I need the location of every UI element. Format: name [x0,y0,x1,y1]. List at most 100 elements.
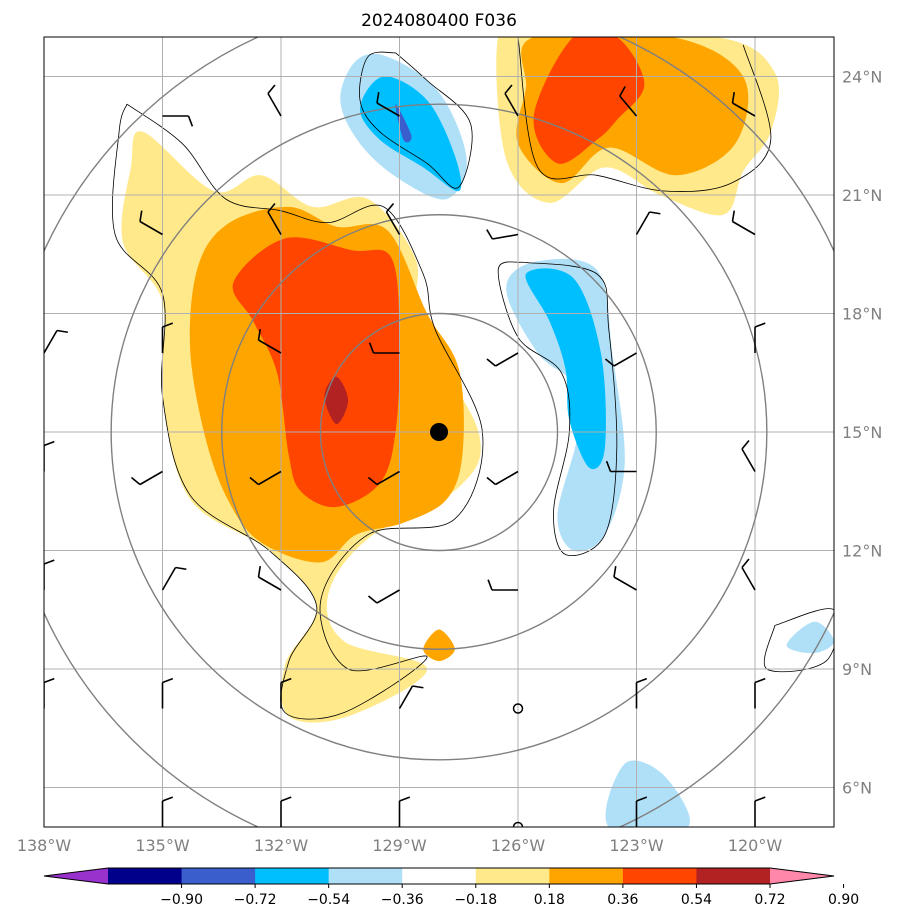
wind-barb-flag [636,677,648,684]
wind-barb-shaft [398,685,414,709]
wind-barb-flag [731,210,736,222]
wind-barb-flag [412,685,424,689]
wind-barb-flag [139,210,143,222]
wind-barb [398,685,424,709]
colorbar-tick-label: 0.72 [754,892,785,908]
wind-barb [731,210,756,236]
contour-fill-positive-northeast-blob [533,37,645,164]
wind-barb-flag [257,566,262,578]
wind-barb [367,589,400,604]
plot-frame [43,36,835,828]
wind-barb-shaft [635,211,651,235]
wind-barb [280,677,292,709]
wind-barb [741,439,756,472]
x-axis-ticks: 138°W 135°W 132°W 129°W 126°W 123°W 120°W [17,836,783,855]
wind-barb [161,677,174,709]
colorbar-segment [108,868,183,884]
wind-barb [161,566,187,591]
wind-barb [398,796,411,827]
y-tick-label: 15°N [842,423,882,442]
zero-contour-line [111,103,484,720]
wind-barb [44,440,55,472]
colorbar-segment [328,868,403,884]
wind-barb-flag [44,677,55,684]
wind-barb [604,352,637,367]
wind-barb-shaft [376,589,400,604]
zero-contour-line [497,261,618,556]
wind-barb-flag [754,677,766,684]
colorbar-segment [255,868,330,884]
wind-barb-shaft [613,352,637,367]
colorbar-segment [475,868,550,884]
colorbar-tick-label: 0.36 [607,892,638,908]
y-tick-label: 18°N [842,305,882,324]
colorbar-tick-label: 0.18 [534,892,565,908]
contour-fill-positive-center-sliver [423,629,455,662]
colorbar-tick-label: −0.72 [234,892,277,908]
wind-barb [486,352,519,367]
wind-barb-flag [257,329,262,341]
colorbar-segment [622,868,697,884]
wind-barb [139,210,163,236]
wind-barb [162,115,194,127]
contour-fill-negative-east-edge [786,621,834,654]
wind-barb-flag [486,358,496,367]
wind-barb [385,202,401,235]
colorbar-extend-low [44,868,108,884]
y-tick-label: 21°N [842,186,882,205]
contour-fill-positive-west-blob [232,237,400,508]
wind-barb [257,329,282,354]
colorbar: −0.90 −0.72 −0.54 −0.36 −0.18 0.18 0.36 0.54 0.7… [43,867,859,908]
wind-barb [754,677,766,709]
wind-barb-shaft [267,211,282,235]
wind-barb-shaft [613,576,637,591]
wind-barb-flag [280,677,292,684]
x-tick-label: 129°W [372,836,427,855]
wind-barb-shaft [385,211,401,235]
wind-barb-flag [649,211,661,215]
wind-barb-shaft [139,470,163,486]
wind-barb [161,796,174,827]
contour-fill-positive-west-blob [324,376,349,425]
x-tick-label: 138°W [17,836,72,855]
wind-barb [731,92,756,117]
wind-barb-flag [44,440,55,447]
colorbar-segment [402,868,477,884]
zero-contour-line [359,51,473,189]
wind-barb-shaft [267,93,282,117]
wind-barb-shaft [495,470,519,486]
wind-barb [487,579,518,591]
wind-barb-flag [605,460,612,472]
colorbar-segment [696,868,771,884]
colorbar-segment [181,868,256,884]
colorbar-outline [43,867,835,885]
wind-barb [754,796,766,827]
wind-barb-flag [249,476,259,486]
wind-barb [504,84,519,117]
wind-barb [635,796,648,827]
wind-barb [486,470,519,486]
wind-barb-shaft [504,93,519,117]
wind-barb-flag [754,796,766,802]
y-tick-label: 6°N [842,779,872,798]
wind-barb [741,558,756,591]
wind-barb-flag [44,559,55,565]
wind-barb-calm [512,703,524,714]
wind-barb-flag [162,322,174,328]
wind-barb-shaft [732,102,756,117]
zero-contour-line [517,37,772,192]
wind-barb-flag [162,796,174,802]
x-tick-label: 126°W [491,836,546,855]
wind-barb-flag [267,84,276,94]
wind-barb [376,92,400,117]
wind-barb-shaft [619,95,638,117]
y-tick-label: 12°N [842,542,882,561]
wind-barb-shaft [161,567,177,591]
wind-barb-shaft [492,233,519,240]
wind-barb [267,84,282,117]
x-tick-label: 120°W [728,836,783,855]
wind-barb [249,470,282,486]
wind-barb-shaft [495,352,519,367]
range-rings [44,37,834,827]
wind-barb [257,566,282,591]
